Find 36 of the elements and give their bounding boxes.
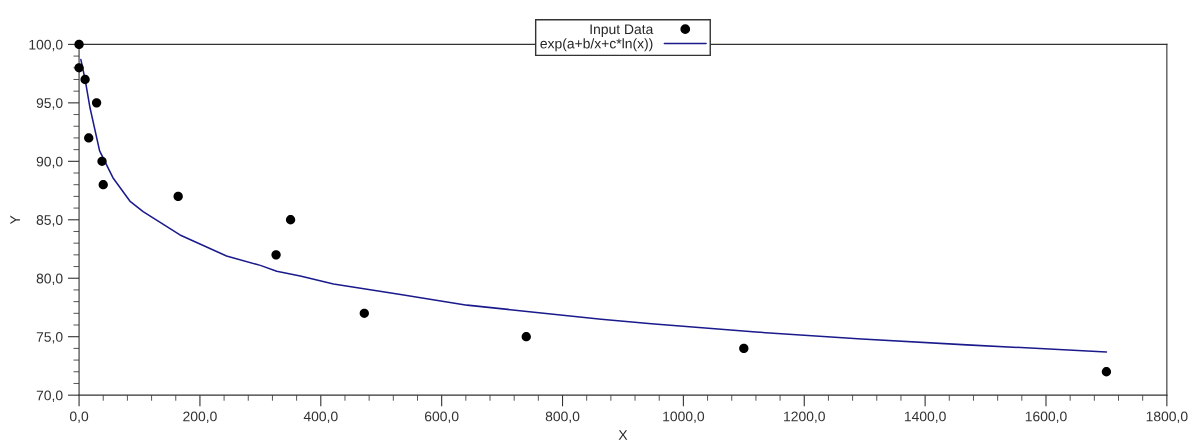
- point: [173, 191, 183, 202]
- x-tick-label: 0,0: [69, 411, 89, 423]
- point: [74, 63, 84, 73]
- point: [97, 156, 107, 166]
- point: [84, 133, 94, 143]
- x-axis-title: X: [618, 430, 628, 440]
- point: [739, 343, 749, 354]
- x-tick-label: 1000,0: [663, 411, 705, 423]
- x-tick-label: 600,0: [424, 411, 459, 423]
- y-tick-label: 80,0: [36, 273, 63, 286]
- y-tick-label: 70,0: [36, 390, 63, 402]
- x-tick-label: 200,0: [183, 411, 217, 423]
- point: [1101, 367, 1112, 377]
- point: [521, 332, 531, 342]
- x-tick-label: 1600,0: [1025, 411, 1067, 423]
- x-tick-label: 1400,0: [904, 411, 946, 423]
- y-tick-label: 90,0: [36, 156, 63, 169]
- x-tick-label: 800,0: [545, 411, 580, 423]
- point: [80, 74, 90, 85]
- x-tick-label: 400,0: [303, 411, 338, 423]
- point: [285, 215, 296, 225]
- legend-label: Input Data: [590, 24, 654, 37]
- point: [271, 250, 281, 260]
- point: [91, 98, 102, 108]
- point: [98, 180, 108, 190]
- point: [74, 39, 84, 50]
- legend-label: exp(a+b/x+c*ln(x)): [540, 38, 653, 52]
- point: [359, 308, 369, 318]
- line-series: [80, 58, 1108, 353]
- y-tick-label: 85,0: [36, 215, 63, 227]
- x-tick-label: 1200,0: [784, 411, 825, 423]
- y-tick-label: 100,0: [29, 39, 63, 52]
- y-tick-label: 75,0: [36, 332, 63, 344]
- x-tick-label: 1800,0: [1146, 411, 1188, 423]
- y-tick-label: 95,0: [36, 98, 63, 110]
- y-axis-title: Y: [10, 215, 20, 225]
